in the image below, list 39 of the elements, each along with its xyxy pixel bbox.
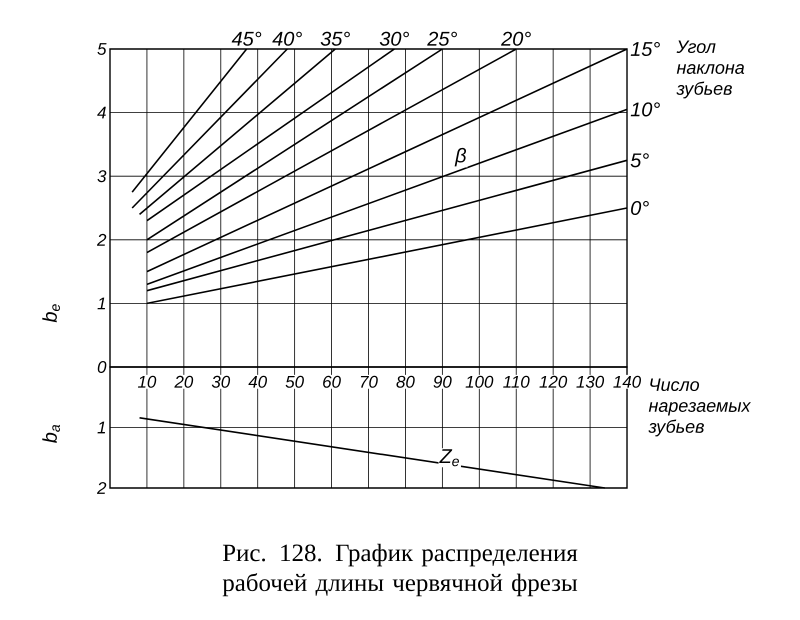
x-tick-label: 100	[466, 376, 494, 388]
y-tick-label: 2	[96, 482, 106, 494]
x-tick-label: 130	[576, 376, 604, 388]
x-tick-label: 70	[360, 376, 378, 388]
text: Угол наклона зубьев	[676, 40, 744, 98]
series-label: 30°	[380, 32, 409, 46]
series-label: 15°	[630, 42, 660, 56]
y-tick-label: 4	[97, 106, 106, 118]
y-tick-label: 5	[97, 43, 107, 55]
x-tick-label: 80	[396, 376, 415, 388]
series-label: 20°	[501, 32, 531, 46]
x-tick-label: 90	[434, 376, 452, 388]
text: Рис. 128. График распределения рабочей длины червячной фрезы	[222, 544, 578, 596]
x-axis-title: Число нарезаемых зубьев	[648, 378, 751, 436]
y-axis-title: b$_{a}$	[42, 424, 60, 443]
x-tick-label: 120	[539, 376, 568, 388]
series-label: 0°	[631, 200, 649, 216]
x-tick-label: 50	[286, 376, 304, 388]
annotation: β	[454, 148, 466, 166]
x-tick-label: 10	[138, 376, 156, 388]
y-tick-label: 1	[98, 422, 106, 434]
series-label: 25°	[427, 32, 457, 46]
y-tick-label: 0	[98, 361, 106, 373]
x-tick-label: 30	[212, 376, 230, 388]
series-label: 40°	[272, 32, 302, 46]
y-tick-label: 3	[97, 170, 106, 182]
y-tick-label: 2	[96, 234, 106, 246]
series-label: 5°	[630, 153, 649, 168]
x-tick-label: 140	[613, 376, 641, 388]
series-label: 10°	[630, 102, 660, 116]
y-axis-title: b$_{e}$	[42, 304, 60, 322]
x-tick-label: 20	[174, 376, 194, 388]
series-label: 45°	[232, 32, 262, 46]
y-tick-label: 1	[98, 298, 106, 310]
annotation: Z$_{e}$	[439, 449, 459, 466]
x-tick-label: 60	[323, 376, 341, 388]
x-tick-label: 40	[248, 376, 267, 388]
series-label: 35°	[320, 32, 350, 46]
x-tick-label: 110	[503, 376, 530, 388]
